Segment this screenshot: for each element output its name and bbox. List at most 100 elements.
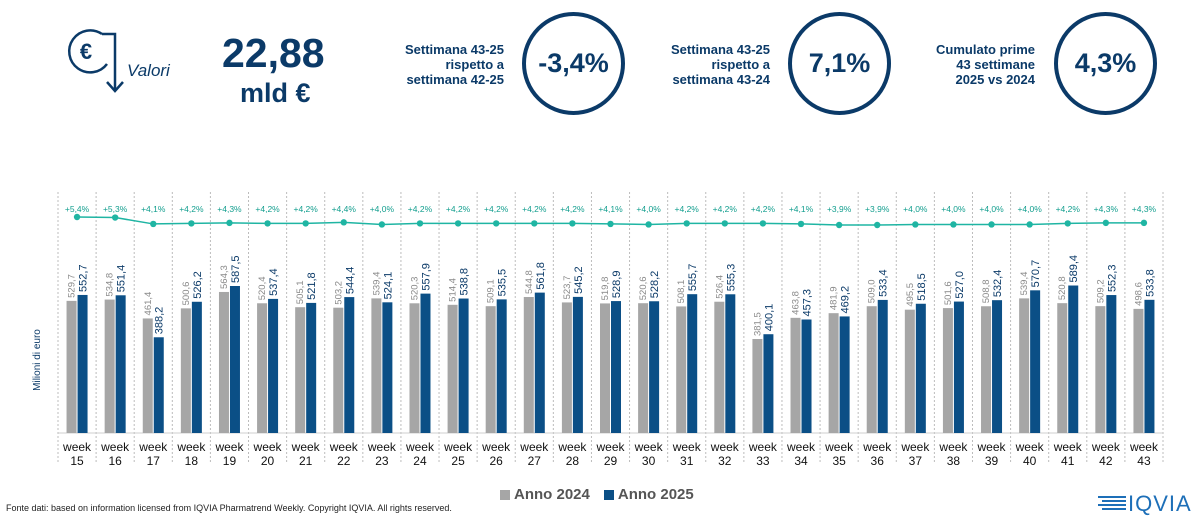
legend: Anno 2024 Anno 2025	[500, 486, 694, 503]
bar-2025	[229, 286, 240, 433]
data-label-2024: 509,1	[486, 279, 497, 303]
data-label-2025: 527,0	[954, 271, 966, 299]
data-label-2024: 509,2	[1095, 279, 1106, 303]
x-tick-label-word: week	[977, 440, 1007, 454]
data-label-2024: 520,3	[409, 277, 420, 301]
data-label-2025: 555,3	[725, 264, 737, 292]
growth-label: +3,9%	[827, 204, 852, 214]
bar-2024	[180, 308, 191, 433]
growth-point	[226, 219, 233, 227]
data-label-2024: 501,6	[943, 281, 954, 305]
bar-2024	[447, 304, 458, 433]
growth-point	[531, 220, 538, 227]
bar-2024	[752, 339, 763, 433]
x-tick-label-number: 29	[604, 454, 618, 468]
x-tick-label-number: 24	[413, 454, 427, 468]
x-tick-label-number: 23	[375, 454, 389, 468]
bar-2024	[866, 306, 877, 433]
bar-2024	[828, 313, 839, 433]
growth-label: +4,0%	[636, 204, 661, 214]
bar-2024	[676, 306, 687, 433]
x-tick-label-number: 28	[566, 454, 580, 468]
data-label-2024: 539,4	[371, 272, 382, 296]
growth-label: +4,0%	[941, 204, 966, 214]
x-tick-label-number: 15	[70, 454, 84, 468]
bar-2024	[333, 307, 344, 433]
growth-label: +4,3%	[1094, 204, 1119, 214]
data-label-2024: 539,4	[1019, 272, 1030, 296]
bar-2024	[485, 306, 496, 433]
growth-point	[607, 220, 614, 228]
kpi-3-circle: 4,3%	[1054, 12, 1157, 115]
bar-2025	[1144, 299, 1155, 433]
bar-2025	[344, 297, 355, 433]
data-label-2025: 469,2	[840, 286, 852, 314]
x-tick-label-number: 32	[718, 454, 732, 468]
growth-point	[340, 219, 347, 226]
bar-2024	[295, 307, 306, 433]
x-tick-label-number: 20	[261, 454, 275, 468]
y-axis-label: Milioni di euro	[32, 329, 43, 391]
growth-point	[988, 221, 995, 228]
bar-2025	[77, 294, 88, 433]
bar-2024	[66, 300, 77, 433]
data-label-2024: 520,4	[257, 276, 268, 300]
growth-label: +4,2%	[179, 204, 204, 214]
x-tick-label-number: 26	[490, 454, 504, 468]
bar-2024	[942, 308, 953, 433]
bar-2025	[1106, 295, 1117, 433]
bar-2024	[1133, 308, 1144, 433]
bar-2024	[600, 303, 610, 433]
kpi-1-label: Settimana 43-25 rispetto a settimana 42-…	[405, 42, 504, 87]
growth-label: +4,3%	[1132, 204, 1157, 214]
kpi-1-value: -3,4%	[538, 48, 609, 78]
growth-point	[1064, 220, 1071, 227]
bar-2025	[306, 302, 317, 433]
growth-point	[302, 220, 309, 227]
growth-label: +4,1%	[141, 204, 166, 214]
data-label-2025: 561,8	[535, 262, 547, 290]
growth-point	[1102, 219, 1110, 227]
growth-label: +4,3%	[217, 204, 242, 214]
x-tick-label-number: 37	[909, 454, 923, 468]
growth-point	[1026, 221, 1033, 228]
data-label-2024: 534,8	[105, 273, 116, 297]
growth-label: +4,2%	[294, 204, 319, 214]
data-label-2025: 532,4	[992, 270, 1004, 298]
growth-label: +4,2%	[1056, 204, 1081, 214]
data-label-2025: 521,8	[306, 272, 318, 300]
data-label-2024: 514,4	[448, 278, 459, 302]
x-tick-label-number: 43	[1137, 454, 1151, 468]
bar-2024	[561, 302, 572, 433]
total-value: 22,88	[222, 30, 325, 76]
growth-point	[150, 220, 157, 228]
growth-label: +4,1%	[598, 204, 623, 214]
x-tick-label-word: week	[938, 440, 968, 454]
bar-2024	[904, 309, 915, 433]
x-tick-label-word: week	[291, 440, 321, 454]
growth-point	[73, 213, 81, 221]
kpi-2-label: Settimana 43-25 rispetto a settimana 43-…	[671, 42, 770, 87]
x-tick-label-word: week	[329, 440, 359, 454]
svg-text:€: €	[80, 39, 92, 64]
legend-swatch-2024	[500, 489, 510, 500]
x-tick-label-number: 30	[642, 454, 656, 468]
x-tick-label-number: 39	[985, 454, 999, 468]
growth-point	[111, 214, 119, 221]
x-tick-label-word: week	[405, 440, 435, 454]
bar-2025	[877, 299, 888, 433]
data-label-2024: 500,6	[181, 282, 192, 306]
x-tick-label-number: 18	[185, 454, 199, 468]
bar-2025	[992, 300, 1003, 433]
bar-2025	[839, 316, 850, 433]
data-label-2025: 524,1	[382, 272, 394, 300]
growth-label: +4,2%	[751, 204, 776, 214]
euro-down-arrow-icon: €	[67, 29, 124, 93]
iqvia-logo-icon	[1098, 496, 1126, 510]
kpi-1-circle: -3,4%	[522, 12, 625, 115]
data-label-2025: 589,4	[1068, 255, 1080, 283]
bar-2024	[981, 306, 992, 433]
x-tick-label-word: week	[824, 440, 854, 454]
kpi-3-value: 4,3%	[1074, 48, 1137, 78]
bar-2025	[801, 319, 812, 433]
